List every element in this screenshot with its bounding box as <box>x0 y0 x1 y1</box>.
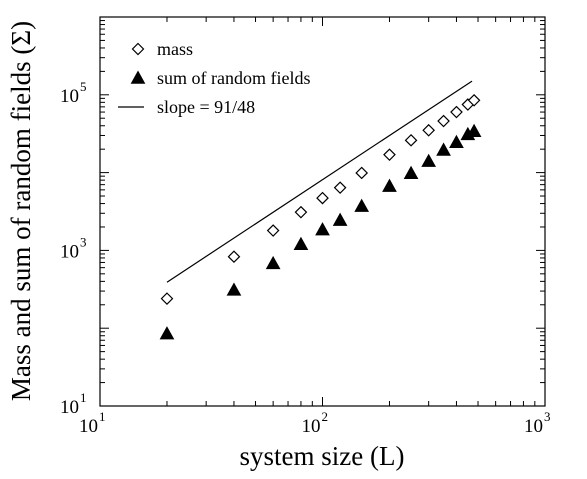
legend-label: sum of random fields <box>157 68 310 88</box>
svg-text:10: 10 <box>60 397 79 418</box>
random-field-point <box>265 255 281 270</box>
svg-text:1: 1 <box>80 390 87 405</box>
mass-point <box>333 181 347 195</box>
random-field-point <box>382 178 397 192</box>
x-tick-label: 10 2 <box>302 409 329 437</box>
svg-text:3: 3 <box>544 409 551 424</box>
svg-text:10: 10 <box>302 416 321 437</box>
mass-point <box>383 148 396 162</box>
mass-point <box>355 166 369 180</box>
mass-point <box>294 205 308 219</box>
svg-text:5: 5 <box>80 79 87 94</box>
slope-reference-line <box>166 80 473 283</box>
random-field-point <box>226 282 242 296</box>
svg-text:10: 10 <box>60 241 79 262</box>
x-tick-label: 10 3 <box>524 409 551 437</box>
data-marks <box>159 80 482 340</box>
random-field-point <box>436 142 451 156</box>
svg-text:10: 10 <box>60 86 79 107</box>
mass-point <box>467 93 481 107</box>
mass-point <box>266 224 280 237</box>
legend: mass sum of random fields slope = 91/48 <box>118 39 310 117</box>
random-field-point <box>449 134 464 149</box>
y-axis-label: Mass and sum of random fields (Σ) <box>6 21 36 401</box>
y-tick-label: 10 3 <box>60 234 87 262</box>
random-field-point <box>315 222 330 236</box>
random-field-point <box>332 212 348 226</box>
random-field-point <box>421 153 437 167</box>
mass-point <box>316 191 329 205</box>
mass-point <box>227 250 241 264</box>
tick-marks <box>99 16 546 407</box>
mass-point <box>160 292 174 305</box>
legend-label: mass <box>157 39 193 59</box>
svg-text:2: 2 <box>322 409 329 424</box>
y-tick-label: 10 5 <box>60 79 87 107</box>
mass-point <box>450 105 463 119</box>
random-field-point <box>403 165 419 179</box>
tick-labels: 10 1 10 2 10 310 110 310 5 <box>60 79 551 437</box>
random-field-point <box>293 236 309 250</box>
mass-point <box>404 133 418 147</box>
svg-text:10: 10 <box>524 416 543 437</box>
svg-text:1: 1 <box>99 409 106 424</box>
legend-symbol <box>130 70 146 84</box>
y-tick-label: 10 1 <box>60 390 87 418</box>
mass-point <box>422 123 436 137</box>
legend-symbol <box>131 42 145 56</box>
random-field-point <box>354 198 370 212</box>
svg-text:3: 3 <box>80 234 87 249</box>
x-axis-label: system size (L) <box>240 441 405 471</box>
random-field-point <box>466 123 482 137</box>
legend-label: slope = 91/48 <box>157 97 255 117</box>
x-tick-label: 10 1 <box>79 409 106 437</box>
random-field-point <box>159 326 175 340</box>
svg-text:10: 10 <box>79 416 98 437</box>
mass-point <box>437 114 450 128</box>
